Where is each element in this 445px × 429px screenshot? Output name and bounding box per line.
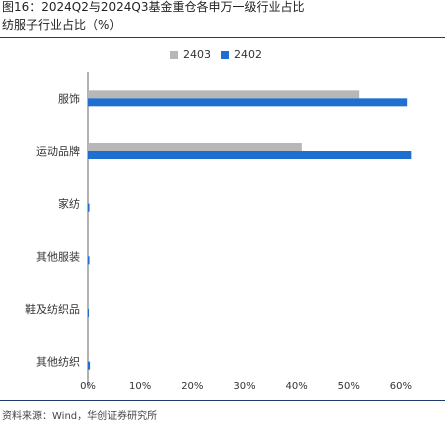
bar-2402-5 xyxy=(88,361,91,370)
header-divider xyxy=(0,37,445,38)
x-tick-label: 10% xyxy=(129,381,151,392)
category-label: 运动品牌 xyxy=(36,144,80,158)
bar-2402-2 xyxy=(88,203,90,212)
category-label: 鞋及纺织品 xyxy=(25,302,80,316)
x-tick-label: 0% xyxy=(80,381,96,392)
source-note: 资料来源：Wind，华创证券研究所 xyxy=(2,411,158,422)
category-label: 其他纺织 xyxy=(36,355,80,369)
bar-2402-3 xyxy=(88,256,90,265)
chart-subtitle: 纺服子行业占比（%） xyxy=(2,18,122,32)
bar-2402-1 xyxy=(88,151,412,159)
category-label: 服饰 xyxy=(58,91,80,105)
legend-swatch-2402 xyxy=(221,50,229,59)
category-label: 家纺 xyxy=(58,197,80,211)
chart-title: 图16：2024Q2与2024Q3基金重仓各申万一级行业占比 xyxy=(2,0,305,14)
bar-2403-1 xyxy=(88,143,302,151)
legend-label-2402: 2402 xyxy=(234,48,262,61)
bar-2402-4 xyxy=(88,309,90,317)
chart-legend: 2403 2402 xyxy=(170,48,272,61)
legend-swatch-2403 xyxy=(170,50,178,59)
legend-label-2403: 2403 xyxy=(183,48,211,61)
x-tick-label: 20% xyxy=(181,381,203,392)
x-tick-label: 40% xyxy=(285,381,307,392)
x-tick-label: 30% xyxy=(233,381,255,392)
legend-item-2403: 2403 xyxy=(170,48,211,61)
category-label: 其他服装 xyxy=(36,250,80,263)
bar-2402-0 xyxy=(88,98,408,107)
x-tick-label: 50% xyxy=(338,381,360,392)
bar-2403-0 xyxy=(88,90,360,99)
legend-item-2402: 2402 xyxy=(221,48,262,61)
footer-divider xyxy=(0,400,445,401)
x-tick-label: 60% xyxy=(390,381,412,392)
